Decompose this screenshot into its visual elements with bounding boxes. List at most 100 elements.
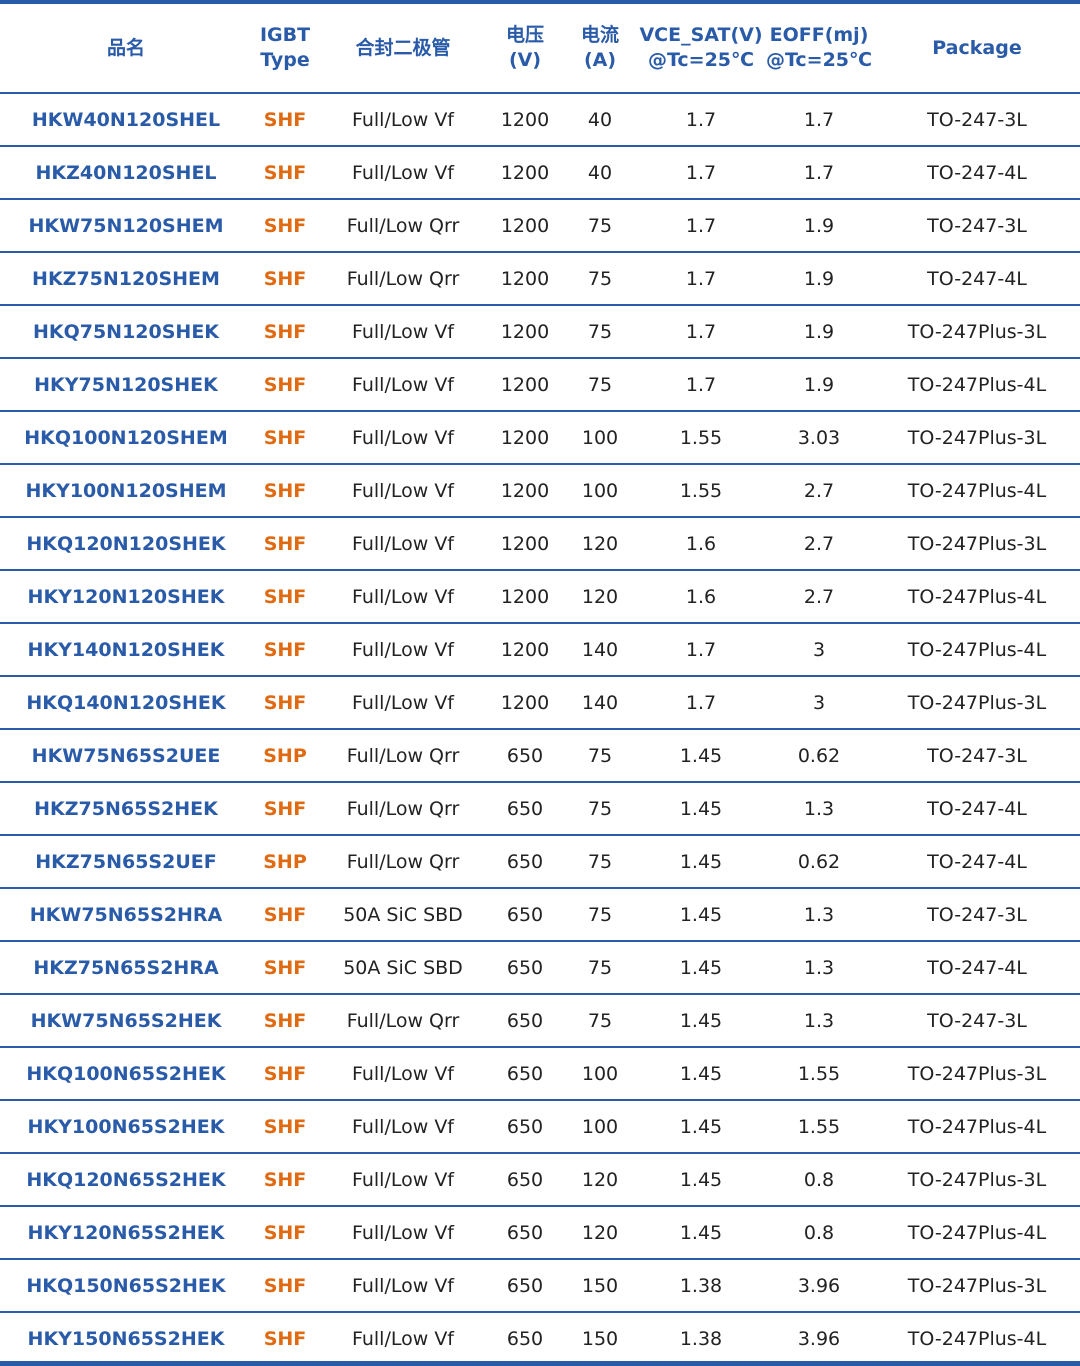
cell-voltage: 650 bbox=[488, 1048, 562, 1099]
cell-eoff: 1.55 bbox=[764, 1101, 874, 1152]
cell-igbt-type: SHF bbox=[252, 465, 318, 516]
cell-eoff-text: 1.3 bbox=[803, 1009, 835, 1032]
cell-eoff-text: 0.8 bbox=[803, 1168, 835, 1191]
cell-current: 100 bbox=[562, 465, 638, 516]
cell-igbt-type-text: SHF bbox=[263, 267, 307, 290]
cell-package: TO-247-3L bbox=[874, 730, 1080, 781]
cell-package: TO-247Plus-3L bbox=[874, 412, 1080, 463]
cell-igbt-type: SHF bbox=[252, 412, 318, 463]
cell-part-number-text: HKW40N120SHEL bbox=[31, 108, 221, 131]
cell-voltage: 650 bbox=[488, 995, 562, 1046]
cell-part-number-text: HKY100N65S2HEK bbox=[27, 1115, 225, 1138]
table-row: HKZ40N120SHEL SHF Full/Low Vf 1200 40 1.7 1.7 T… bbox=[0, 147, 1080, 200]
cell-eoff-text: 3.96 bbox=[797, 1327, 841, 1350]
cell-diode-text: 50A SiC SBD bbox=[343, 903, 463, 926]
cell-diode: Full/Low Vf bbox=[318, 1048, 488, 1099]
cell-package-text: TO-247Plus-3L bbox=[907, 320, 1047, 343]
cell-vce-sat: 1.45 bbox=[638, 730, 764, 781]
cell-diode-text: 50A SiC SBD bbox=[343, 956, 463, 979]
cell-package-text: TO-247-4L bbox=[927, 161, 1027, 184]
cell-vce-sat-text: 1.7 bbox=[685, 638, 717, 661]
cell-package: TO-247Plus-3L bbox=[874, 1154, 1080, 1205]
header-name: 品名 bbox=[0, 4, 252, 92]
cell-voltage: 1200 bbox=[488, 359, 562, 410]
cell-current: 75 bbox=[562, 836, 638, 887]
cell-current-text: 140 bbox=[581, 691, 619, 714]
header-eoff-line2: @Tc=25℃ bbox=[765, 49, 873, 71]
cell-current-text: 75 bbox=[587, 797, 613, 820]
cell-current-text: 40 bbox=[587, 108, 613, 131]
cell-current: 75 bbox=[562, 253, 638, 304]
header-vce-sat: VCE_SAT(V) @Tc=25℃ bbox=[638, 4, 764, 92]
cell-part-number: HKQ120N120SHEK bbox=[0, 518, 252, 569]
cell-igbt-type: SHF bbox=[252, 1313, 318, 1364]
cell-igbt-type-text: SHF bbox=[263, 161, 307, 184]
cell-voltage-text: 650 bbox=[506, 1009, 544, 1032]
cell-igbt-type-text: SHF bbox=[263, 1327, 307, 1350]
cell-vce-sat: 1.7 bbox=[638, 94, 764, 145]
cell-current-text: 100 bbox=[581, 426, 619, 449]
cell-package: TO-247Plus-4L bbox=[874, 359, 1080, 410]
cell-part-number-text: HKW75N120SHEM bbox=[28, 214, 224, 237]
cell-diode-text: Full/Low Qrr bbox=[346, 744, 460, 767]
cell-package-text: TO-247Plus-3L bbox=[907, 532, 1047, 555]
cell-eoff-text: 1.3 bbox=[803, 903, 835, 926]
cell-voltage-text: 1200 bbox=[500, 108, 550, 131]
cell-igbt-type-text: SHP bbox=[263, 744, 307, 767]
cell-vce-sat-text: 1.45 bbox=[679, 1221, 723, 1244]
cell-igbt-type: SHF bbox=[252, 359, 318, 410]
cell-diode-text: Full/Low Vf bbox=[351, 1327, 455, 1350]
cell-diode: Full/Low Vf bbox=[318, 571, 488, 622]
cell-igbt-type: SHP bbox=[252, 836, 318, 887]
cell-eoff: 1.9 bbox=[764, 359, 874, 410]
cell-package-text: TO-247Plus-4L bbox=[907, 1221, 1047, 1244]
cell-part-number-text: HKW75N65S2HRA bbox=[29, 903, 223, 926]
cell-eoff: 3.96 bbox=[764, 1260, 874, 1311]
cell-current: 75 bbox=[562, 306, 638, 357]
cell-current-text: 120 bbox=[581, 532, 619, 555]
cell-part-number-text: HKY120N120SHEK bbox=[27, 585, 225, 608]
cell-package: TO-247-4L bbox=[874, 783, 1080, 834]
table-row: HKY150N65S2HEK SHF Full/Low Vf 650 150 1.38 3.… bbox=[0, 1313, 1080, 1366]
cell-current: 150 bbox=[562, 1313, 638, 1364]
cell-igbt-type: SHF bbox=[252, 1260, 318, 1311]
cell-current: 75 bbox=[562, 995, 638, 1046]
cell-igbt-type-text: SHF bbox=[263, 1168, 307, 1191]
cell-current-text: 100 bbox=[581, 479, 619, 502]
cell-current: 140 bbox=[562, 624, 638, 675]
table-row: HKQ75N120SHEK SHF Full/Low Vf 1200 75 1.7 1.9 T… bbox=[0, 306, 1080, 359]
cell-package: TO-247Plus-3L bbox=[874, 306, 1080, 357]
cell-vce-sat: 1.45 bbox=[638, 836, 764, 887]
cell-voltage-text: 1200 bbox=[500, 691, 550, 714]
cell-igbt-type-text: SHF bbox=[263, 373, 307, 396]
cell-current: 75 bbox=[562, 942, 638, 993]
cell-igbt-type-text: SHF bbox=[263, 1009, 307, 1032]
cell-voltage: 650 bbox=[488, 889, 562, 940]
cell-diode-text: Full/Low Qrr bbox=[346, 267, 460, 290]
cell-part-number-text: HKQ120N120SHEK bbox=[26, 532, 226, 555]
header-current-line2: (A) bbox=[583, 49, 617, 71]
cell-current: 75 bbox=[562, 889, 638, 940]
cell-package-text: TO-247Plus-3L bbox=[907, 426, 1047, 449]
cell-igbt-type: SHF bbox=[252, 200, 318, 251]
cell-vce-sat: 1.7 bbox=[638, 306, 764, 357]
cell-voltage-text: 650 bbox=[506, 1221, 544, 1244]
cell-package-text: TO-247Plus-4L bbox=[907, 638, 1047, 661]
cell-eoff: 0.62 bbox=[764, 836, 874, 887]
cell-eoff: 1.3 bbox=[764, 783, 874, 834]
cell-diode: Full/Low Vf bbox=[318, 1154, 488, 1205]
header-current: 电流 (A) bbox=[562, 4, 638, 92]
cell-vce-sat: 1.55 bbox=[638, 465, 764, 516]
cell-eoff-text: 1.7 bbox=[803, 161, 835, 184]
cell-vce-sat: 1.45 bbox=[638, 1048, 764, 1099]
cell-voltage-text: 1200 bbox=[500, 214, 550, 237]
cell-diode: Full/Low Vf bbox=[318, 1313, 488, 1364]
table-row: HKW75N65S2UEE SHP Full/Low Qrr 650 75 1.45 0.6… bbox=[0, 730, 1080, 783]
cell-vce-sat: 1.7 bbox=[638, 359, 764, 410]
header-vce-sat-line1: VCE_SAT(V) bbox=[639, 24, 763, 46]
header-package-label: Package bbox=[932, 36, 1022, 59]
cell-part-number: HKY120N120SHEK bbox=[0, 571, 252, 622]
cell-voltage: 1200 bbox=[488, 677, 562, 728]
cell-package-text: TO-247-4L bbox=[927, 956, 1027, 979]
cell-igbt-type: SHF bbox=[252, 1154, 318, 1205]
